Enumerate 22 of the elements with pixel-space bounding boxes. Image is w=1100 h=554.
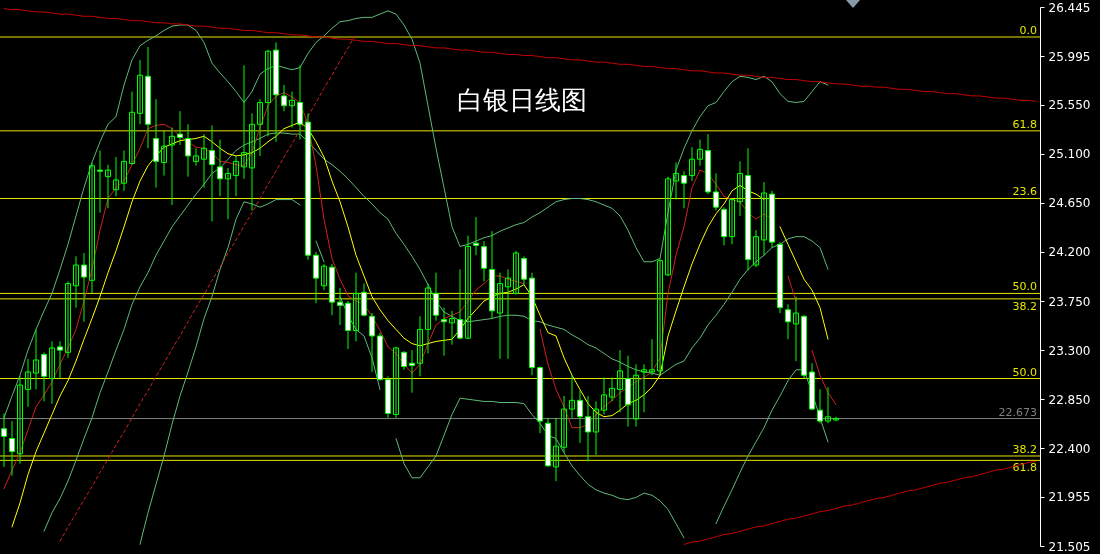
annotation: 61.8 (1012, 461, 1037, 475)
y-tick-label: 22.850 (1048, 392, 1091, 407)
annotation: 61.8 (1012, 117, 1037, 131)
text: 白银日线图 (457, 85, 587, 115)
annotation: 50.0 (1012, 280, 1037, 294)
y-tick-label: 24.200 (1048, 245, 1091, 260)
annotation: 0.0 (1019, 24, 1037, 38)
y-tick-label: 21.505 (1048, 539, 1091, 554)
annotation: 23.6 (1012, 185, 1037, 199)
y-tick-label: 24.650 (1048, 196, 1091, 211)
y-tick-label: 25.995 (1048, 49, 1091, 64)
annotation: 38.2 (1012, 299, 1037, 313)
annotation: 50.0 (1012, 365, 1037, 379)
y-tick-label: 26.445 (1048, 0, 1091, 15)
y-tick-label: 23.750 (1048, 294, 1091, 309)
y-tick-label: 25.550 (1048, 98, 1091, 113)
y-tick-label: 22.400 (1048, 441, 1091, 456)
y-tick-label: 25.100 (1048, 147, 1091, 162)
y-tick-label: 23.300 (1048, 343, 1091, 358)
annotation: 38.2 (1012, 442, 1037, 456)
y-tick-label: 21.955 (1048, 490, 1091, 505)
ref-line-label: 22.673 (998, 405, 1037, 419)
